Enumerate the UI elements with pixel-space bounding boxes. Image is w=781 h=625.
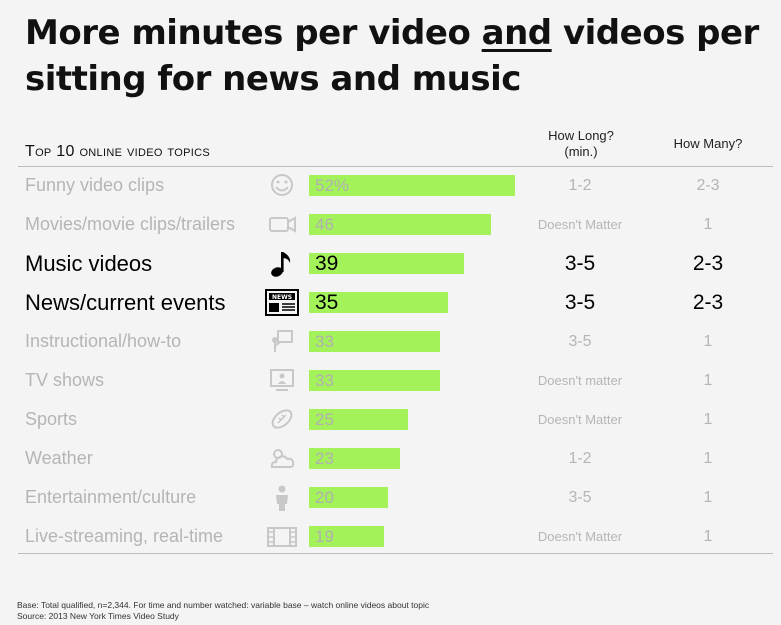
instruction-icon — [264, 328, 300, 355]
category-label: Weather — [25, 448, 93, 468]
video-camera-icon — [264, 211, 300, 238]
chart-row: Live-streaming, real-time 19 Doesn't Matte… — [0, 517, 781, 556]
person-icon — [264, 484, 300, 511]
bar — [309, 253, 464, 274]
bar — [309, 214, 491, 235]
value-label: 39 — [315, 252, 339, 275]
how-many-value: 2-3 — [692, 291, 724, 314]
category-label: Entertainment/culture — [25, 487, 197, 507]
chart-row: Entertainment/culture 20 3-5 1 — [0, 478, 781, 517]
how-long-value: 1-2 — [568, 177, 592, 194]
film-strip-icon — [264, 523, 300, 550]
bar — [309, 526, 384, 547]
bar — [309, 292, 448, 313]
how-long-value: 3-5 — [564, 291, 596, 314]
value-label: 33 — [315, 371, 334, 390]
chart-row: Weather 23 1-2 1 — [0, 439, 781, 478]
chart-row: Sports 25 Doesn't Matter 1 — [0, 400, 781, 439]
chart-row: Funny video clips 52% 1-2 2-3 — [0, 166, 781, 205]
bar — [309, 448, 400, 469]
how-long-value: 1-2 — [568, 450, 592, 467]
how-many-value: 1 — [703, 216, 713, 233]
how-many-value: 1 — [703, 333, 713, 350]
footnote-source: Source: 2013 New York Times Video Study — [17, 611, 179, 621]
topics-header: Top 10 online video topics — [25, 143, 210, 160]
how-long-value: Doesn't Matter — [537, 217, 623, 232]
weather-icon — [264, 445, 300, 472]
how-long-header: How Long? (min.) — [548, 128, 614, 159]
page-title: More minutes per video and videos per si… — [25, 13, 759, 99]
tv-icon — [264, 367, 300, 394]
bar — [309, 487, 388, 508]
newspaper-icon: NEWS — [264, 289, 300, 316]
bar — [309, 175, 515, 196]
header-rule — [18, 166, 773, 167]
how-long-value: Doesn't matter — [537, 373, 623, 388]
category-label: Funny video clips — [25, 175, 165, 195]
value-label: 33 — [315, 332, 334, 351]
how-long-value: 3-5 — [568, 333, 592, 350]
chart-row: Movies/movie clips/trailers 46 Doesn't Mat… — [0, 205, 781, 244]
how-many-value: 2-3 — [692, 252, 724, 275]
value-label: 35 — [315, 291, 339, 314]
bar — [309, 409, 408, 430]
how-many-value: 1 — [703, 450, 713, 467]
category-label: Live-streaming, real-time — [25, 526, 224, 546]
chart-row: News/current events NEWS 35 3-5 2-3 — [0, 283, 781, 322]
bottom-rule — [18, 553, 773, 554]
category-label: TV shows — [25, 370, 105, 390]
title-emphasis: and — [481, 13, 553, 53]
category-label: Instructional/how-to — [25, 331, 182, 351]
chart-row: Music videos 39 3-5 2-3 — [0, 244, 781, 283]
how-many-value: 1 — [703, 411, 713, 428]
footnote-base: Base: Total qualified, n=2,344. For time… — [17, 600, 430, 610]
value-label: 20 — [315, 488, 334, 507]
value-label: 23 — [315, 449, 334, 468]
chart-row: TV shows 33 Doesn't matter 1 — [0, 361, 781, 400]
chart-row: Instructional/how-to 33 3-5 1 — [0, 322, 781, 361]
category-label: Music videos — [25, 251, 153, 276]
how-many-value: 1 — [703, 372, 713, 389]
category-label: Sports — [25, 409, 78, 429]
category-label: News/current events — [25, 290, 226, 315]
how-long-value: Doesn't Matter — [537, 412, 623, 427]
category-label: Movies/movie clips/trailers — [25, 214, 236, 234]
value-label: 19 — [315, 527, 334, 546]
value-label: 25 — [315, 410, 334, 429]
how-many-value: 1 — [703, 489, 713, 506]
smiley-icon — [264, 172, 300, 199]
how-many-value: 2-3 — [696, 177, 720, 194]
svg-text:NEWS: NEWS — [272, 294, 292, 301]
bar — [309, 331, 440, 352]
how-long-value: 3-5 — [564, 252, 596, 275]
music-note-icon — [264, 250, 300, 277]
value-label: 52% — [315, 176, 350, 195]
value-label: 46 — [315, 215, 334, 234]
football-icon — [264, 406, 300, 433]
how-many-value: 1 — [703, 528, 713, 545]
how-long-value: Doesn't Matter — [537, 529, 623, 544]
how-long-value: 3-5 — [568, 489, 592, 506]
how-many-header: How Many? — [673, 136, 743, 151]
bar — [309, 370, 440, 391]
